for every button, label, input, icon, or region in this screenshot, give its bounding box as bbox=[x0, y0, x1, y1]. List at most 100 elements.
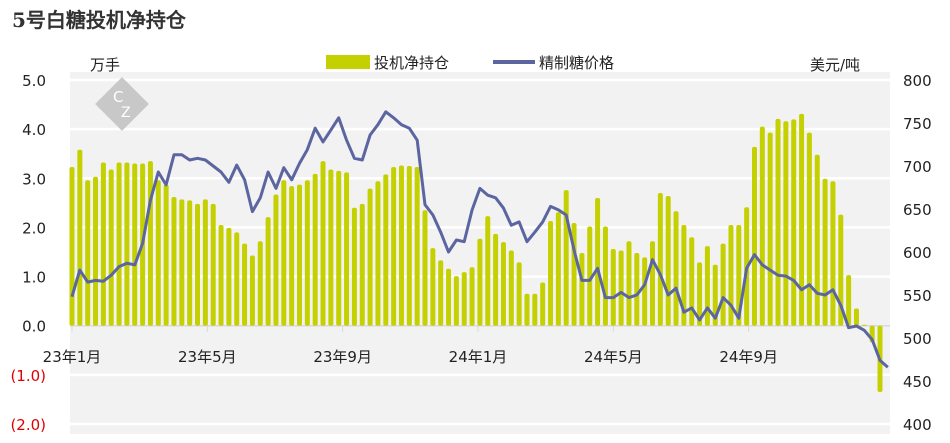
bar bbox=[265, 217, 271, 326]
price-line bbox=[70, 110, 889, 369]
bar bbox=[187, 200, 193, 326]
bar bbox=[728, 224, 734, 326]
bar bbox=[344, 172, 350, 326]
right-tick-label: 700 bbox=[903, 158, 932, 176]
bar bbox=[540, 282, 546, 326]
bar bbox=[799, 113, 805, 326]
bar bbox=[846, 275, 852, 326]
bar bbox=[85, 180, 91, 326]
x-tick-label: 23年1月 bbox=[43, 348, 102, 366]
bar bbox=[163, 184, 169, 326]
left-tick-label: 0.0 bbox=[22, 318, 46, 336]
bar bbox=[642, 257, 648, 326]
left-unit-label: 万手 bbox=[90, 56, 120, 74]
bar bbox=[93, 176, 99, 326]
bar bbox=[406, 166, 412, 326]
bar bbox=[124, 162, 130, 326]
bar bbox=[814, 154, 820, 326]
x-tick-label: 24年5月 bbox=[584, 348, 643, 366]
bar bbox=[281, 180, 287, 326]
legend: 投机净持仓 精制糖价格 bbox=[326, 54, 614, 72]
bar bbox=[516, 262, 522, 326]
bar bbox=[634, 252, 640, 326]
right-tick-label: 500 bbox=[903, 330, 932, 348]
bar bbox=[822, 178, 828, 326]
right-axis: 400 450 500 550 600 650 700 750 800 bbox=[903, 72, 932, 434]
bar bbox=[759, 126, 765, 326]
legend-swatch-bar bbox=[326, 55, 370, 69]
bar bbox=[226, 227, 232, 326]
right-tick-label: 400 bbox=[903, 416, 932, 434]
bar bbox=[720, 243, 726, 326]
bar bbox=[618, 250, 624, 326]
bar bbox=[234, 232, 240, 326]
bar bbox=[359, 203, 365, 326]
bar bbox=[563, 190, 569, 326]
bar bbox=[838, 214, 844, 326]
bar bbox=[861, 324, 867, 326]
bar bbox=[210, 203, 216, 326]
bar bbox=[296, 184, 302, 326]
bar bbox=[461, 272, 467, 326]
bar bbox=[485, 216, 491, 326]
x-tick-label: 23年9月 bbox=[313, 348, 372, 366]
bar bbox=[422, 210, 428, 326]
bar bbox=[697, 262, 703, 326]
bar bbox=[610, 249, 616, 326]
bar bbox=[289, 186, 295, 326]
bar bbox=[579, 252, 585, 326]
bar bbox=[116, 162, 122, 326]
left-tick-label: 3.0 bbox=[22, 170, 46, 188]
bar bbox=[453, 276, 459, 326]
bar bbox=[775, 118, 781, 326]
bar bbox=[77, 149, 83, 326]
bar bbox=[320, 161, 326, 326]
svg-text:C: C bbox=[113, 88, 123, 106]
left-tick-label: (1.0) bbox=[10, 367, 46, 385]
bar bbox=[351, 207, 357, 326]
bar bbox=[524, 293, 530, 326]
x-axis: 23年1月 23年5月 23年9月 24年1月 24年5月 24年9月 bbox=[43, 325, 778, 366]
x-tick-label: 24年9月 bbox=[719, 348, 778, 366]
svg-text:Z: Z bbox=[121, 105, 131, 121]
bar bbox=[493, 233, 499, 326]
left-tick-label: 2.0 bbox=[22, 219, 46, 237]
bar bbox=[595, 197, 601, 326]
bar bbox=[751, 146, 757, 326]
right-tick-label: 650 bbox=[903, 201, 932, 219]
bar bbox=[336, 170, 342, 326]
bar bbox=[657, 193, 663, 326]
bar bbox=[626, 241, 632, 326]
bar bbox=[391, 166, 397, 326]
right-unit-label: 美元/吨 bbox=[810, 56, 860, 74]
bar bbox=[783, 121, 789, 326]
bar bbox=[791, 119, 797, 326]
right-tick-label: 450 bbox=[903, 373, 932, 391]
bar bbox=[367, 188, 373, 326]
bar bbox=[438, 260, 444, 326]
bar bbox=[446, 268, 452, 326]
bar bbox=[249, 255, 255, 326]
bar bbox=[155, 180, 161, 326]
bar bbox=[689, 237, 695, 326]
bar bbox=[273, 194, 279, 326]
left-axis: (2.0) (1.0) 0.0 1.0 2.0 3.0 4.0 5.0 bbox=[10, 72, 46, 434]
right-tick-label: 750 bbox=[903, 115, 932, 133]
bar bbox=[100, 162, 106, 326]
bar bbox=[500, 242, 506, 326]
bar bbox=[398, 165, 404, 326]
bar bbox=[650, 241, 656, 326]
bar bbox=[602, 226, 608, 326]
bar bbox=[171, 196, 177, 326]
bar bbox=[312, 173, 318, 326]
bar bbox=[673, 211, 679, 326]
bar bbox=[375, 181, 381, 326]
bar bbox=[469, 267, 475, 326]
bar bbox=[202, 199, 208, 326]
bar bbox=[179, 199, 185, 326]
bar bbox=[555, 212, 561, 326]
right-tick-label: 550 bbox=[903, 287, 932, 305]
bar bbox=[328, 169, 334, 326]
bar bbox=[69, 166, 75, 326]
